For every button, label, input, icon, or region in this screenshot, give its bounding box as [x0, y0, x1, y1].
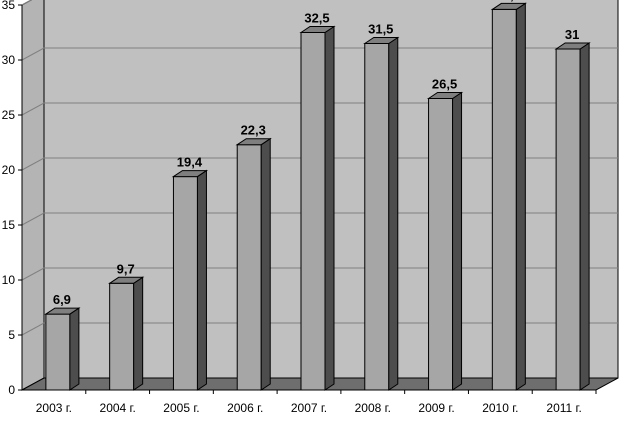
y-tick-label: 15	[2, 218, 16, 232]
x-tick-label: 2003 г.	[36, 401, 72, 415]
bar-side	[196, 169, 207, 391]
bar	[235, 137, 272, 391]
x-tick-label: 2008 г.	[355, 401, 391, 415]
bar-front	[555, 48, 581, 391]
bar-top	[490, 2, 527, 10]
bar-top	[44, 307, 81, 315]
data-label: 26,5	[432, 77, 457, 92]
bar-top	[171, 170, 209, 178]
bars	[44, 2, 591, 391]
x-tick-label: 2010 г.	[482, 401, 518, 415]
y-tick-label: 10	[2, 273, 16, 287]
bar-top	[108, 276, 145, 284]
data-label: 34,6	[496, 0, 521, 2]
bar-side	[579, 42, 590, 391]
bar	[299, 25, 336, 391]
bar-top	[554, 42, 591, 50]
y-tick-label: 20	[2, 163, 16, 177]
bar	[108, 276, 145, 391]
bar-front	[172, 176, 198, 391]
bar-front	[364, 43, 390, 391]
y-tick-label: 30	[2, 53, 16, 67]
bar-top	[426, 92, 464, 99]
x-tick-label: 2007 г.	[291, 401, 327, 415]
x-tick-label: 2006 г.	[227, 401, 263, 415]
gridline	[21, 0, 33, 6]
bar-front	[109, 282, 135, 391]
data-label: 6,9	[53, 292, 71, 307]
x-tick-labels: 2003 г. 2004 г. 2005 г. 2006 г. 2007 г. 2008 …	[36, 401, 582, 415]
y-tick-label: 5	[8, 328, 15, 342]
bar-side	[260, 137, 271, 391]
bar-side	[324, 25, 335, 391]
x-tick-label: 2005 г.	[163, 401, 199, 415]
bar	[171, 169, 209, 391]
gridlines	[21, 0, 618, 336]
bar-side	[69, 307, 80, 391]
bar	[363, 36, 400, 391]
y-tick-labels: 0 5 10 15 20 25 30 35	[2, 0, 16, 397]
bar	[490, 2, 527, 391]
bar	[426, 91, 464, 391]
data-labels: 6,9 9,7 19,4 22,3 32,5 31,5 26,5 34,6 31	[53, 0, 579, 307]
bar-side	[133, 276, 144, 391]
bar-top	[299, 26, 336, 33]
bar-front	[45, 313, 71, 391]
gridline	[21, 47, 618, 61]
bar-top	[235, 138, 272, 146]
bar-side	[388, 36, 399, 391]
gridline	[21, 322, 618, 336]
bar-front	[300, 32, 326, 391]
bar	[554, 42, 591, 391]
bar-front	[236, 144, 262, 391]
bar-side	[515, 2, 526, 391]
bar	[44, 307, 81, 391]
data-label: 19,4	[177, 155, 203, 170]
y-tick-label: 0	[8, 383, 15, 397]
y-tick-label: 25	[2, 108, 16, 122]
bar-front	[428, 98, 454, 391]
gridline	[21, 212, 618, 226]
bar-top	[363, 37, 400, 44]
x-tick-label: 2004 г.	[100, 401, 136, 415]
data-label: 9,7	[117, 261, 135, 276]
data-label: 22,3	[241, 123, 266, 138]
bar-side	[452, 91, 463, 391]
data-label: 31	[565, 27, 579, 42]
x-tick-label: 2009 г.	[418, 401, 454, 415]
bar-front	[491, 8, 517, 391]
y-tick-label: 35	[2, 0, 16, 12]
gridline	[21, 102, 618, 116]
data-label: 32,5	[304, 11, 329, 26]
gridline	[21, 157, 618, 171]
x-tick-label: 2011 г.	[546, 401, 581, 415]
data-label: 31,5	[368, 22, 393, 37]
gridline	[21, 267, 618, 281]
